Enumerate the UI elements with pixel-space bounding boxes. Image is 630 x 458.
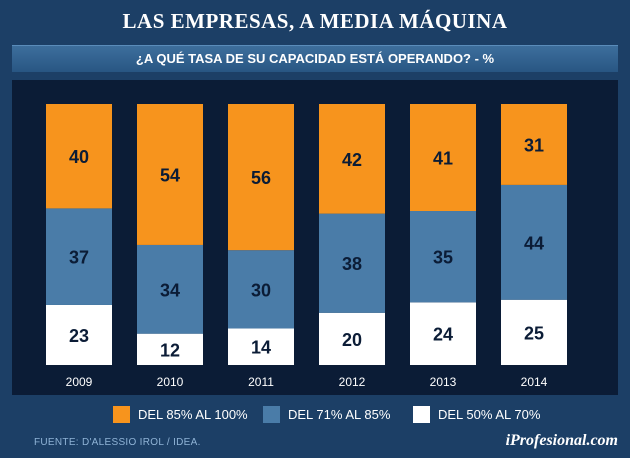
x-tick-label: 2010 xyxy=(157,375,184,389)
bar-segment xyxy=(137,333,203,365)
x-tick-label: 2014 xyxy=(521,375,548,389)
bar-segment xyxy=(319,213,385,313)
bar-value-label: 40 xyxy=(69,147,89,167)
bar-value-label: 38 xyxy=(342,254,362,274)
bar-value-label: 42 xyxy=(342,150,362,170)
x-tick-label: 2013 xyxy=(430,375,457,389)
chart-subtitle: ¿A QUÉ TASA DE SU CAPACIDAD ESTÁ OPERAND… xyxy=(12,45,618,72)
bar-segment xyxy=(501,104,567,185)
bar-value-label: 54 xyxy=(160,165,180,185)
bar-segment xyxy=(319,104,385,214)
source-note: FUENTE: D'ALESSIO IROL / IDEA. xyxy=(34,437,201,448)
stacked-bar-chart: 23 37 40 2009 12 34 54 2010 14 30 56 2011 20 38 42 2012… xyxy=(46,104,567,389)
bar-segment xyxy=(501,299,567,365)
bar-value-label: 14 xyxy=(251,338,271,358)
bar-value-label: 25 xyxy=(524,323,544,343)
bar-segment xyxy=(46,304,112,365)
bar-value-label: 34 xyxy=(160,280,180,300)
bar-value-label: 31 xyxy=(524,135,544,155)
bar-value-label: 20 xyxy=(342,330,362,350)
bar-value-label: 23 xyxy=(69,326,89,346)
bar-segment xyxy=(228,250,294,329)
x-tick-label: 2012 xyxy=(339,375,366,389)
legend-swatch-low xyxy=(413,406,430,423)
bar-segment xyxy=(46,104,112,209)
bar-value-label: 24 xyxy=(433,325,453,345)
legend-label-high: DEL 85% AL 100% xyxy=(138,407,248,422)
bar-segment xyxy=(410,104,476,212)
bar-value-label: 37 xyxy=(69,248,89,268)
x-tick-label: 2011 xyxy=(248,375,274,389)
bar-value-label: 56 xyxy=(251,168,271,188)
legend-label-low: DEL 50% AL 70% xyxy=(438,407,541,422)
legend-swatch-mid xyxy=(263,406,280,423)
chart-title: LAS EMPRESAS, A MEDIA MÁQUINA xyxy=(122,9,508,33)
bar-value-label: 44 xyxy=(524,233,544,253)
bar-segment xyxy=(319,312,385,365)
bar-segment xyxy=(228,328,294,365)
bar-segment xyxy=(501,184,567,300)
plot-area: 23 37 40 2009 12 34 54 2010 14 30 56 2011 20 38 42 2012… xyxy=(12,80,618,395)
x-tick-label: 2009 xyxy=(66,375,93,389)
bar-value-label: 12 xyxy=(160,340,180,360)
bar-segment xyxy=(410,302,476,365)
bar-segment xyxy=(410,211,476,303)
bar-segment xyxy=(228,104,294,251)
bar-segment xyxy=(46,208,112,305)
bar-value-label: 41 xyxy=(433,149,453,169)
bar-value-label: 35 xyxy=(433,248,453,268)
legend-swatch-high xyxy=(113,406,130,423)
bar-segment xyxy=(137,244,203,334)
bar-segment xyxy=(137,104,203,245)
legend-label-mid: DEL 71% AL 85% xyxy=(288,407,391,422)
bar-value-label: 30 xyxy=(251,280,271,300)
legend: DEL 85% AL 100% DEL 71% AL 85% DEL 50% A… xyxy=(0,405,630,427)
brand-logo[interactable]: iProfesional.com xyxy=(505,432,618,449)
